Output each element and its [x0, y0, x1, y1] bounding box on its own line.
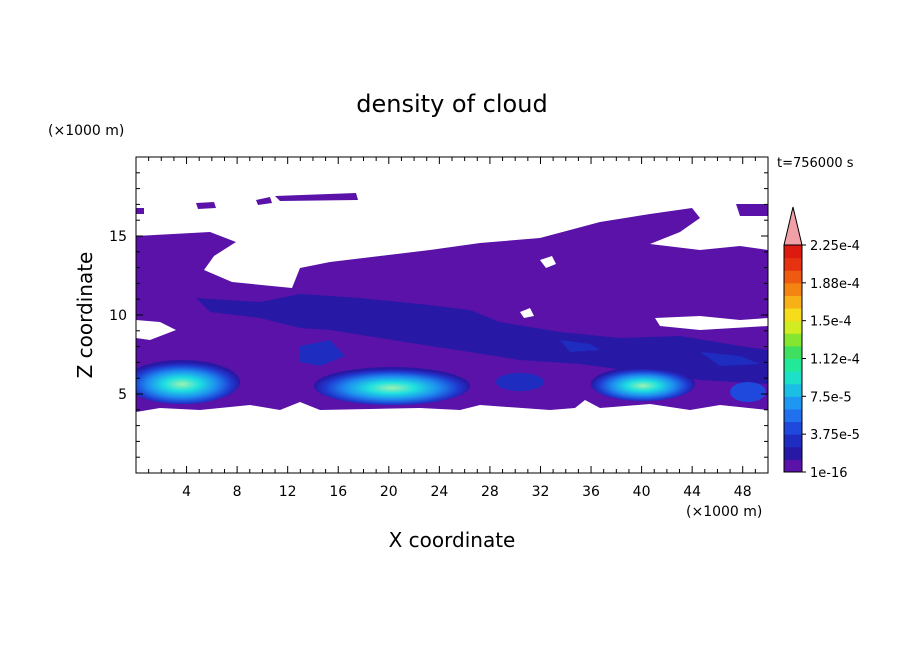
cloud-band-mid-3	[700, 352, 760, 366]
y-tick-label: 10	[109, 308, 127, 324]
cloud-band-mid-2	[560, 340, 600, 352]
colorbar-band	[784, 434, 802, 448]
colorbar-band	[784, 282, 802, 296]
colorbar-label: 3.75e-5	[810, 428, 860, 443]
contour-field	[136, 193, 768, 412]
x-tick-label: 28	[481, 484, 499, 500]
cloud-fragment-3	[275, 193, 358, 201]
cloud-core-1	[136, 360, 240, 404]
colorbar-band	[784, 446, 802, 460]
x-axis-title: X coordinate	[389, 528, 516, 552]
clear-gap-1	[136, 320, 176, 340]
x-tick-label: 44	[683, 484, 701, 500]
colorbar-band	[784, 270, 802, 284]
cloud-core-4	[496, 373, 544, 391]
cloud-band-mid	[300, 340, 345, 366]
y-tick-label: 15	[109, 229, 127, 245]
colorbar-band	[784, 459, 802, 473]
colorbar-band	[784, 295, 802, 309]
colorbar-band	[784, 383, 802, 397]
x-tick-label: 36	[582, 484, 600, 500]
time-label: t=756000 s	[777, 156, 854, 171]
chart-title: density of cloud	[356, 90, 547, 118]
colorbar-label: 1e-16	[810, 466, 848, 481]
x-tick-label: 12	[279, 484, 297, 500]
cloud-band-dark	[196, 294, 768, 384]
colorbar-label: 7.5e-5	[810, 390, 852, 405]
x-tick-label: 40	[633, 484, 651, 500]
colorbar-band	[784, 345, 802, 359]
colorbar: 1e-16 3.75e-5 7.5e-5 1.12e-4 1.5e-4 1.88e-4 2.…	[783, 206, 860, 481]
colorbar-band	[784, 371, 802, 385]
colorbar-band	[784, 408, 802, 423]
cloud-core-3	[591, 367, 695, 401]
cloud-fragment-4	[736, 204, 768, 216]
clear-gap-4	[540, 256, 556, 268]
x-tick-label: 4	[182, 484, 191, 500]
clear-gap-3	[655, 316, 768, 330]
colorbar-band	[784, 257, 802, 271]
colorbar-band	[784, 245, 802, 259]
colorbar-band	[784, 396, 802, 410]
x-tick-label: 20	[380, 484, 398, 500]
cloud-fragment-5	[136, 208, 144, 214]
y-tick-label: 5	[118, 387, 127, 403]
colorbar-label: 1.5e-4	[810, 315, 852, 330]
cloud-core-2	[314, 367, 470, 405]
x-tick-label: 48	[734, 484, 752, 500]
y-axis-title: Z coordinate	[73, 252, 97, 379]
colorbar-label: 1.12e-4	[810, 353, 860, 368]
y-unit-label: (×1000 m)	[48, 123, 124, 139]
colorbar-band	[784, 421, 802, 435]
x-unit-label: (×1000 m)	[686, 504, 762, 520]
colorbar-band	[784, 333, 802, 347]
clear-gap-2	[520, 308, 534, 318]
colorbar-band	[784, 308, 802, 322]
cloud-core-5	[730, 382, 766, 402]
colorbar-label: 2.25e-4	[810, 239, 860, 254]
colorbar-extend-arrow	[783, 206, 803, 246]
cloud-fragment-2	[256, 197, 272, 205]
y-axis: 5 10 15	[109, 172, 768, 458]
x-tick-label: 16	[329, 484, 347, 500]
x-tick-label: 8	[233, 484, 242, 500]
colorbar-band	[784, 320, 802, 334]
colorbar-label: 1.88e-4	[810, 277, 860, 292]
x-tick-label: 24	[430, 484, 448, 500]
x-axis: 4 8 12 16 20 24 28 32 36 40 44 48	[148, 157, 756, 500]
cloud-fragment-1	[196, 202, 216, 209]
colorbar-band	[784, 358, 802, 372]
x-tick-label: 32	[532, 484, 550, 500]
